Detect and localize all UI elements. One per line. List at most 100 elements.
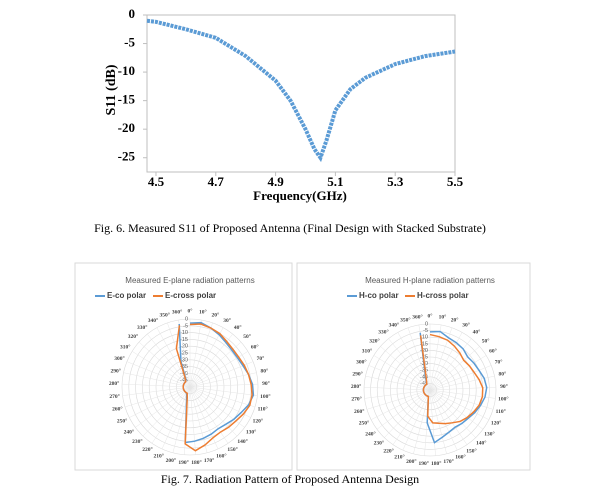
spoke <box>366 389 431 410</box>
y-axis-label: S11 (dB) <box>104 64 119 115</box>
spoke <box>189 386 256 408</box>
spoke <box>142 386 191 437</box>
category-label: 200° <box>166 457 176 464</box>
category-label: 40° <box>234 324 242 331</box>
category-label: 210° <box>153 453 163 460</box>
spoke <box>365 375 431 391</box>
category-label: 260° <box>354 408 364 415</box>
spoke <box>135 386 191 428</box>
spoke <box>129 386 191 418</box>
category-label: 190° <box>418 460 428 467</box>
r-tick-label: -10 <box>180 330 188 336</box>
x-tick-label: 4.9 <box>267 174 284 189</box>
spoke <box>368 365 431 391</box>
spoke <box>189 322 213 388</box>
r-tick-label: -40 <box>420 374 428 380</box>
x-tick-label: 4.5 <box>148 174 165 189</box>
category-label: 210° <box>394 454 404 461</box>
category-label: 40° <box>473 329 481 336</box>
spoke <box>429 338 472 391</box>
spoke <box>429 346 480 391</box>
category-label: 30° <box>223 317 231 324</box>
spoke <box>380 346 431 391</box>
r-tick-label: -5 <box>183 323 188 329</box>
legend-label: H-cross polar <box>417 291 469 300</box>
category-label: 270° <box>351 396 361 403</box>
spoke <box>429 389 484 430</box>
category-label: 310° <box>362 347 372 354</box>
category-label: 360° <box>412 313 422 320</box>
y-tick-label: -5 <box>124 35 135 50</box>
category-label: 10° <box>199 308 207 315</box>
spoke <box>189 386 258 396</box>
spoke <box>429 389 447 454</box>
category-label: 220° <box>142 446 152 453</box>
category-label: 180° <box>191 459 201 466</box>
spoke <box>124 386 191 408</box>
spoke <box>122 383 191 388</box>
r-tick-label: -35 <box>180 364 188 370</box>
category-label: 80° <box>260 367 268 374</box>
x-axis-label: Frequency(GHz) <box>253 188 347 203</box>
spoke <box>429 365 492 391</box>
category-label: 250° <box>359 420 369 427</box>
category-label: 170° <box>204 457 214 464</box>
spoke <box>429 389 490 420</box>
spoke <box>189 386 229 444</box>
category-label: 60° <box>489 347 497 354</box>
category-label: 100° <box>498 396 508 403</box>
category-label: 160° <box>216 453 226 460</box>
category-label: 10° <box>439 313 447 320</box>
category-label: 120° <box>491 420 501 427</box>
category-label: 130° <box>246 428 256 435</box>
spoke <box>364 389 431 399</box>
category-label: 280° <box>109 380 119 387</box>
category-label: 80° <box>498 371 506 378</box>
category-label: 190° <box>178 459 188 466</box>
spoke <box>429 389 468 445</box>
r-tick-label: -15 <box>180 337 188 343</box>
category-label: 70° <box>495 359 503 366</box>
data-line <box>178 321 255 444</box>
category-label: 0° <box>428 312 433 319</box>
category-label: 360° <box>172 308 182 315</box>
category-label: 310° <box>120 343 130 350</box>
spoke <box>189 386 219 450</box>
category-label: 140° <box>476 440 486 447</box>
x-tick-label: 4.7 <box>208 174 225 189</box>
category-label: 120° <box>253 417 263 424</box>
caption: Fig. 6. Measured S11 of Proposed Antenna… <box>94 221 486 235</box>
spoke <box>126 361 191 388</box>
spoke <box>189 383 258 388</box>
category-label: 270° <box>109 393 119 400</box>
category-label: 340° <box>148 317 158 324</box>
category-label: 330° <box>378 329 388 336</box>
category-label: 110° <box>258 406 268 413</box>
category-label: 50° <box>243 333 251 340</box>
category-label: 130° <box>484 430 494 437</box>
category-label: 170° <box>443 458 453 465</box>
category-label: 70° <box>257 355 265 362</box>
category-label: 290° <box>110 367 120 374</box>
category-label: 260° <box>112 406 122 413</box>
spoke <box>189 327 224 388</box>
spoke <box>370 389 431 420</box>
category-label: 50° <box>482 337 490 344</box>
r-tick-label: -5 <box>423 328 428 334</box>
category-label: 0° <box>188 307 193 314</box>
legend-label: H-co polar <box>359 291 399 300</box>
r-tick-label: -30 <box>180 357 188 363</box>
category-label: 180° <box>431 460 441 467</box>
category-label: 150° <box>227 446 237 453</box>
data-line <box>146 18 456 163</box>
spoke <box>178 319 191 388</box>
y-tick-label: -25 <box>118 149 136 164</box>
spoke <box>376 389 431 430</box>
spoke <box>429 355 487 391</box>
category-label: 90° <box>262 380 270 387</box>
category-label: 30° <box>462 322 470 329</box>
r-tick-label: -15 <box>420 341 428 347</box>
category-label: 330° <box>137 324 147 331</box>
panel <box>74 262 293 471</box>
